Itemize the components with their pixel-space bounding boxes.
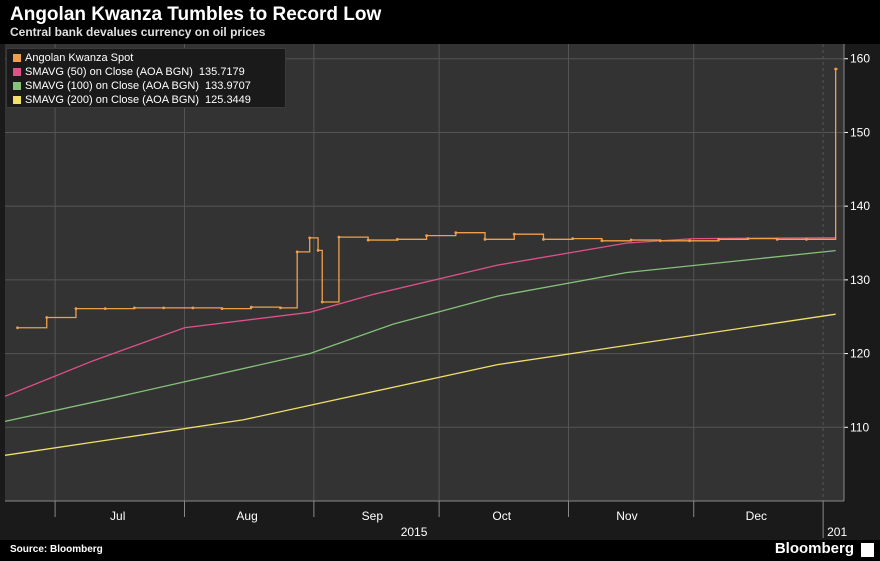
data-point [279,306,282,310]
data-point [220,307,224,311]
y-tick-label: 130 [850,273,870,287]
legend-value-sma100: 133.9707 [205,80,251,93]
data-point [658,239,662,243]
data-point [454,231,458,235]
data-point [395,237,399,241]
x-year-label: 201 [827,525,847,539]
data-point [629,238,633,242]
data-point [425,234,428,238]
series-line-sma50 [4,237,836,397]
legend-item-sma50: SMAVG (50) on Close (AOA BGN) 135.7179 [13,66,245,79]
data-point [45,316,49,319]
data-point [249,305,253,309]
data-point [103,307,107,311]
chart-footer: Source: Bloomberg Bloomberg [0,540,880,561]
data-point [74,307,78,311]
terminal-icon [861,543,874,557]
data-point [512,232,516,236]
chart-title: Angolan Kwanza Tumbles to Record Low [10,4,382,25]
x-tick-label: Oct [492,509,511,523]
legend-swatch-sma100 [13,82,21,91]
legend-item-spot: Angolan Kwanza Spot [13,52,133,65]
y-tick-label: 160 [850,52,870,66]
x-tick-label: Sep [362,509,384,523]
y-tick-label: 120 [850,347,870,361]
data-point [16,326,19,330]
data-point [600,239,604,243]
data-point [162,306,166,310]
data-point [132,306,136,310]
y-tick-label: 150 [850,125,870,139]
x-tick-label: Dec [746,509,767,523]
x-tick-label: Jul [110,509,125,523]
legend-swatch-spot [13,54,21,63]
data-point [775,237,779,241]
x-tick-label: Aug [236,509,257,523]
data-point [571,237,575,240]
data-point [805,237,808,241]
data-point [337,235,341,239]
data-point [717,237,721,241]
data-point [191,306,195,310]
data-point [834,67,838,71]
data-point [746,237,750,240]
data-point [688,239,691,243]
chart-header: Angolan Kwanza Tumbles to Record Low Cen… [0,0,880,44]
legend-label-spot: Angolan Kwanza Spot [25,52,134,65]
chart-subtitle: Central bank devalues currency on oil pr… [10,25,266,39]
y-tick-label: 110 [850,420,869,434]
legend-value-sma50: 135.7179 [198,66,245,79]
data-point [316,248,320,252]
series-line-sma100 [4,249,836,423]
legend-swatch-sma200 [13,96,21,105]
legend-item-sma200: SMAVG (200) on Close (AOA BGN) 125.3449 [13,94,251,107]
data-point [308,236,312,240]
data-point [542,237,545,241]
data-point [366,238,370,242]
source-note: Source: Bloomberg [10,544,103,555]
series-line-sma200 [4,313,836,456]
legend-swatch-sma50 [13,68,21,77]
x-year-label: 2015 [401,525,428,539]
legend-item-sma100: SMAVG (100) on Close (AOA BGN) 133.9707 [13,80,251,93]
data-point [320,300,324,304]
legend: Angolan Kwanza Spot SMAVG (50) on Close … [6,48,286,108]
plot-area [5,44,844,501]
data-point [295,250,299,254]
x-tick-label: Nov [616,509,637,523]
line-chart: 110 120 130 140 150 160 Jul Aug Sep Oct Nov Dec 2015… [0,44,880,540]
brand-logo-text: Bloomberg [774,540,854,557]
y-tick-label: 140 [850,199,870,213]
legend-value-sma200: 125.3449 [205,94,251,107]
data-point [483,237,487,241]
legend-label-sma200: SMAVG (200) on Close (AOA BGN) [25,94,200,107]
legend-label-sma50: SMAVG (50) on Close (AOA BGN) [25,66,193,79]
legend-label-sma100: SMAVG (100) on Close (AOA BGN) [25,80,200,93]
